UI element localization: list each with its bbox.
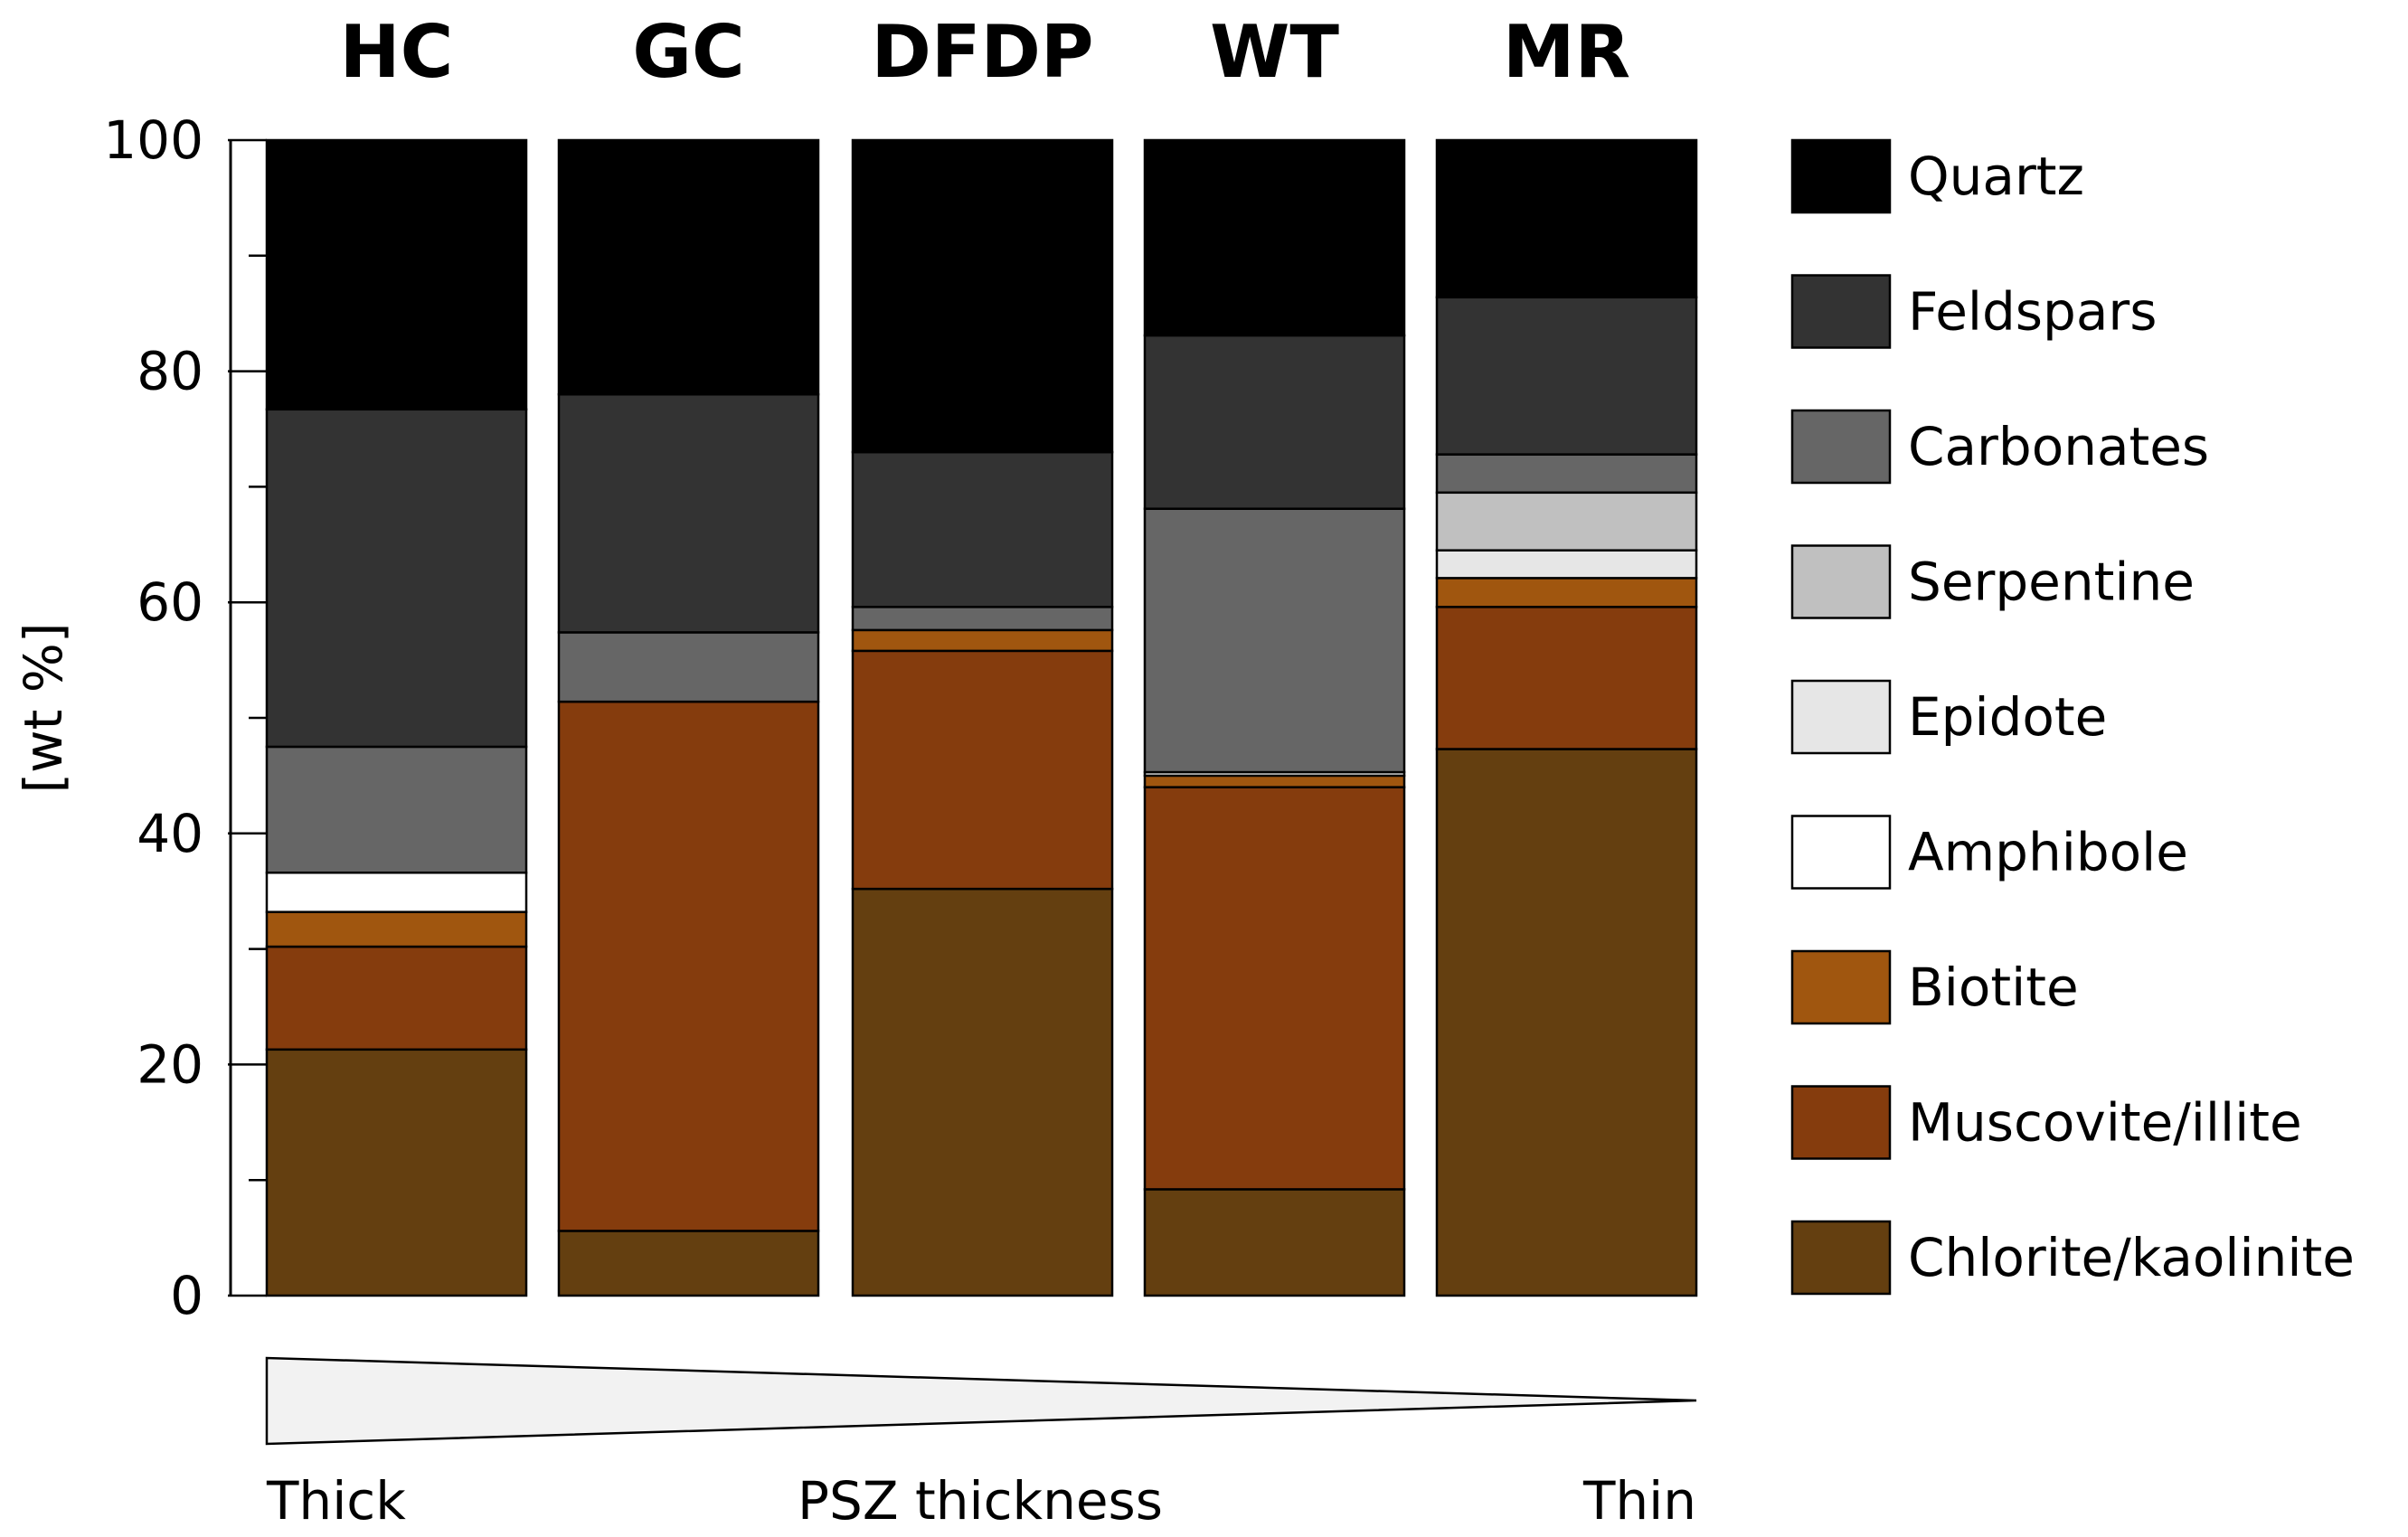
bar-segment-wt-chlorite-kaolinite bbox=[1143, 1188, 1406, 1297]
y-tick-label: 40 bbox=[137, 803, 203, 864]
bar-segment-mr-chlorite-kaolinite bbox=[1435, 748, 1698, 1297]
bar-segment-hc-muscovite-illite bbox=[265, 945, 528, 1051]
bar-segment-dfdp-quartz bbox=[851, 138, 1114, 454]
legend-swatch-carbonates bbox=[1790, 409, 1892, 485]
legend-swatch-quartz bbox=[1790, 138, 1892, 214]
legend-label-serpentine: Serpentine bbox=[1908, 552, 2195, 613]
bar-segment-mr-quartz bbox=[1435, 138, 1698, 299]
legend-label-amphibole: Amphibole bbox=[1908, 822, 2188, 883]
bar-segment-wt-quartz bbox=[1143, 138, 1406, 337]
category-label-wt: WT bbox=[1210, 10, 1339, 94]
bar-segment-mr-muscovite-illite bbox=[1435, 606, 1698, 750]
bar-segment-gc-carbonates bbox=[557, 631, 820, 703]
legend: Quartz Feldspars Carbonates Serpentine Epido… bbox=[1790, 138, 2355, 1296]
bar-segment-mr-feldspars bbox=[1435, 296, 1698, 456]
bar-segment-hc-quartz bbox=[265, 138, 528, 411]
thick-label: Thick bbox=[266, 1470, 406, 1532]
y-tick-label: 80 bbox=[137, 341, 203, 402]
bar-segment-mr-epidote bbox=[1435, 549, 1698, 580]
y-tick-label: 0 bbox=[170, 1265, 203, 1326]
legend-label-chlorite-kaolinite: Chlorite/kaolinite bbox=[1908, 1227, 2355, 1288]
bar-segment-hc-amphibole bbox=[265, 872, 528, 913]
bar-segment-dfdp-carbonates bbox=[851, 606, 1114, 632]
category-label-dfdp: DFDP bbox=[871, 10, 1093, 94]
category-label-gc: GC bbox=[632, 10, 744, 94]
bar-segment-gc-quartz bbox=[557, 138, 820, 396]
bar-segment-hc-chlorite-kaolinite bbox=[265, 1048, 528, 1297]
legend-label-epidote: Epidote bbox=[1908, 686, 2107, 748]
bars bbox=[265, 138, 1698, 1297]
bar-segment-dfdp-chlorite-kaolinite bbox=[851, 887, 1114, 1297]
legend-swatch-chlorite-kaolinite bbox=[1790, 1220, 1892, 1296]
bar-segment-gc-feldspars bbox=[557, 392, 820, 634]
bar-segment-dfdp-muscovite-illite bbox=[851, 649, 1114, 891]
y-tick-label: 60 bbox=[137, 571, 203, 633]
bar-segment-wt-carbonates bbox=[1143, 507, 1406, 774]
bar-segment-mr-serpentine bbox=[1435, 491, 1698, 552]
bar-segment-hc-carbonates bbox=[265, 745, 528, 874]
bar-segment-wt-muscovite-illite bbox=[1143, 786, 1406, 1191]
bar-segment-mr-carbonates bbox=[1435, 453, 1698, 495]
psz-thickness-wedge bbox=[265, 1356, 1697, 1446]
bar-segment-dfdp-feldspars bbox=[851, 450, 1114, 608]
legend-swatch-feldspars bbox=[1790, 274, 1892, 349]
bar-segment-hc-feldspars bbox=[265, 408, 528, 749]
legend-swatch-biotite bbox=[1790, 949, 1892, 1025]
legend-label-biotite: Biotite bbox=[1908, 957, 2079, 1018]
y-axis-title: [wt %] bbox=[13, 623, 74, 794]
y-tick-label: 100 bbox=[103, 109, 203, 171]
bar-segment-wt-feldspars bbox=[1143, 334, 1406, 510]
psz-thickness-label: PSZ thickness bbox=[798, 1470, 1163, 1532]
category-labels: HC GC DFDP WT MR bbox=[340, 10, 1630, 94]
legend-label-carbonates: Carbonates bbox=[1908, 416, 2209, 477]
y-tick-label: 20 bbox=[137, 1033, 203, 1095]
thin-label: Thin bbox=[1582, 1470, 1696, 1532]
legend-swatch-amphibole bbox=[1790, 815, 1892, 890]
bar-segment-mr-biotite bbox=[1435, 577, 1698, 608]
bar-segment-dfdp-biotite bbox=[851, 628, 1114, 653]
bar-segment-hc-biotite bbox=[265, 910, 528, 948]
legend-swatch-muscovite-illite bbox=[1790, 1085, 1892, 1160]
bar-segment-gc-chlorite-kaolinite bbox=[557, 1230, 820, 1297]
legend-swatch-epidote bbox=[1790, 679, 1892, 755]
bar-segment-wt-biotite bbox=[1143, 774, 1406, 788]
y-axis: 0 20 40 60 80 100 bbox=[103, 109, 267, 1326]
legend-swatch-serpentine bbox=[1790, 544, 1892, 619]
legend-label-quartz: Quartz bbox=[1908, 146, 2084, 207]
bar-segment-gc-muscovite-illite bbox=[557, 700, 820, 1232]
legend-label-feldspars: Feldspars bbox=[1908, 281, 2157, 343]
category-label-hc: HC bbox=[340, 10, 454, 94]
legend-label-muscovite-illite: Muscovite/illite bbox=[1908, 1092, 2302, 1154]
thickness-wedge-shape bbox=[265, 1356, 1697, 1446]
category-label-mr: MR bbox=[1503, 10, 1630, 94]
